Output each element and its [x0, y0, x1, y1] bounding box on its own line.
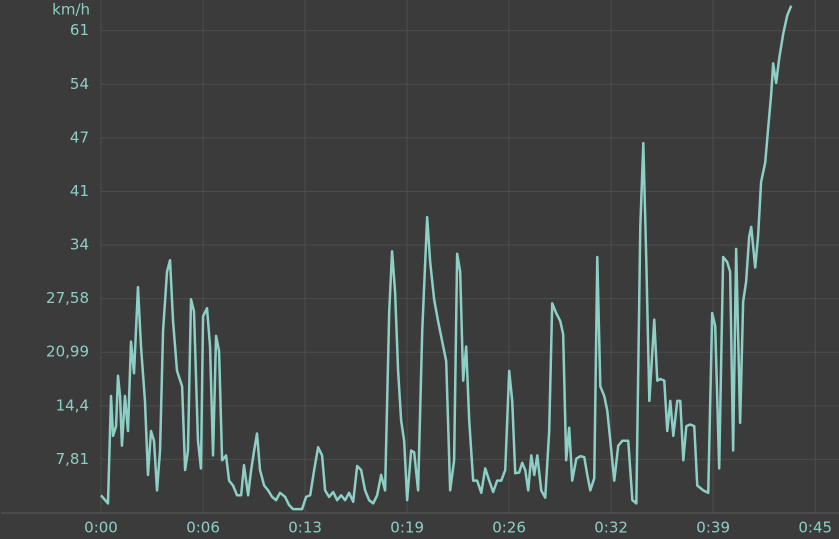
x-tick-label: 0:06: [186, 519, 220, 537]
x-tick-label: 0:19: [390, 519, 424, 537]
y-unit: km/h: [52, 1, 90, 19]
x-tick-label: 0:32: [594, 519, 628, 537]
y-tick-label: 20,99: [46, 343, 89, 361]
y-tick-label: 34: [70, 236, 89, 254]
x-tick-label: 0:00: [84, 519, 118, 537]
x-tick-label: 0:45: [798, 519, 832, 537]
y-tick-label: 41: [70, 182, 89, 200]
y-tick-label: 7,81: [56, 450, 89, 468]
y-tick-label: 27,58: [46, 289, 89, 307]
y-tick-label: 61: [70, 21, 89, 39]
speed-line: [100, 5, 793, 511]
x-tick-label: 0:39: [696, 519, 730, 537]
y-tick-label: 54: [70, 75, 89, 93]
x-tick-label: 0:26: [492, 519, 526, 537]
y-tick-label: 47: [70, 128, 89, 146]
y-tick-label: 14,4: [56, 396, 89, 414]
x-tick-label: 0:13: [288, 519, 322, 537]
